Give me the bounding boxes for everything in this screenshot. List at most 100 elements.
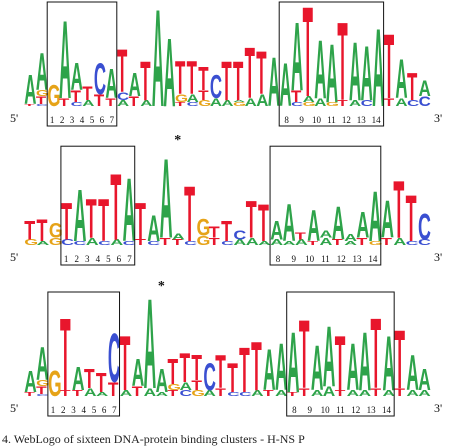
logo-letter: A xyxy=(323,310,336,406)
logo-letter: A xyxy=(132,352,145,395)
logo-letter: T xyxy=(291,87,302,106)
logo-letter: G xyxy=(168,383,182,392)
logo-letter: T xyxy=(198,60,208,98)
logo-letter: C xyxy=(407,98,420,107)
logo-letter: G xyxy=(49,219,63,243)
logo-letter: C xyxy=(108,319,121,397)
logo-letter: A xyxy=(349,98,362,107)
logo-letter: C xyxy=(221,240,235,246)
logo-letter: A xyxy=(256,91,268,110)
logo-letter: C xyxy=(203,356,216,399)
logo-letter: A xyxy=(59,0,71,122)
logo-letter: T xyxy=(179,344,190,391)
position-number: 14 xyxy=(382,405,392,415)
logo-letter: T xyxy=(303,0,313,124)
position-number: 10 xyxy=(305,254,315,264)
logo-letter: T xyxy=(160,236,171,247)
logo-letter: T xyxy=(251,327,262,405)
logo-letter: T xyxy=(132,385,143,400)
logo-letter: T xyxy=(175,51,185,104)
logo-letter: T xyxy=(187,51,197,104)
logo-letter: G xyxy=(196,234,210,248)
logo-letter: T xyxy=(105,97,116,109)
logo-letter: A xyxy=(418,389,431,398)
logo-letter: T xyxy=(175,101,186,107)
logo-letter: T xyxy=(335,320,346,407)
position-number: 4 xyxy=(96,254,101,264)
logo-letter: T xyxy=(384,97,395,109)
logo-letter: T xyxy=(37,214,48,248)
logo-letter: A xyxy=(24,66,36,113)
logo-letter: A xyxy=(326,27,338,120)
logo-letter: A xyxy=(361,30,373,117)
motif-box xyxy=(278,1,385,127)
logo-letter: A xyxy=(275,331,288,405)
logo-letter: A xyxy=(349,25,361,118)
logo-letter: G xyxy=(369,240,383,246)
logo-letter: A xyxy=(84,387,97,399)
logo-letter: A xyxy=(406,345,419,401)
logo-letter: A xyxy=(144,387,157,399)
logo-letter: T xyxy=(198,88,209,103)
logo-letter: A xyxy=(71,56,83,99)
logo-letter: G xyxy=(48,364,62,405)
five-prime-label: 5' xyxy=(10,401,18,415)
star-marker: * xyxy=(166,0,173,4)
logo-letter: C xyxy=(117,91,129,103)
position-number: 14 xyxy=(368,254,378,264)
logo-letter: A xyxy=(187,93,199,105)
logo-letter: C xyxy=(184,240,198,246)
logo-letter: T xyxy=(36,95,47,107)
position-number: 1 xyxy=(51,405,56,415)
logo-letter: T xyxy=(394,313,405,406)
logo-letter: A xyxy=(163,18,175,127)
logo-letter: A xyxy=(381,191,394,250)
logo-letter: A xyxy=(246,236,259,247)
position-number: 11 xyxy=(321,254,330,264)
position-number: 2 xyxy=(60,115,65,125)
position-number: 5 xyxy=(90,115,95,125)
logo-letter: G xyxy=(303,101,316,107)
logo-letter: A xyxy=(395,48,407,110)
position-number: 11 xyxy=(327,115,336,125)
logo-letter: C xyxy=(73,240,87,246)
logo-letter: C xyxy=(419,94,431,109)
logo-letter: C xyxy=(233,228,246,242)
logo-letter: A xyxy=(251,389,264,398)
position-number: 13 xyxy=(357,115,367,125)
logo-letter: A xyxy=(160,135,173,262)
logo-letter: A xyxy=(279,51,291,119)
position-number: 2 xyxy=(61,405,66,415)
logo-letter: A xyxy=(418,364,431,397)
logo-letter: A xyxy=(105,60,117,107)
logo-letter: T xyxy=(120,320,131,407)
logo-letter: T xyxy=(24,103,35,106)
position-number: 3 xyxy=(71,405,76,415)
logo-letter: G xyxy=(47,80,60,113)
logo-letter: A xyxy=(307,202,320,252)
logo-letter: C xyxy=(406,240,420,246)
position-number: 13 xyxy=(367,405,377,415)
logo-letter: T xyxy=(140,50,150,112)
star-marker: * xyxy=(174,133,181,148)
position-number: 3 xyxy=(85,254,90,264)
logo-letter: T xyxy=(84,363,95,394)
logo-letter: A xyxy=(369,178,382,258)
logo-letter: A xyxy=(117,98,130,107)
position-number: 12 xyxy=(337,254,346,264)
logo-letter: T xyxy=(371,387,382,399)
logo-letter: A xyxy=(144,273,157,416)
position-number: 9 xyxy=(307,405,312,415)
logo-letter: A xyxy=(382,389,395,398)
logo-letter: A xyxy=(179,381,192,393)
logo-letter: A xyxy=(359,315,372,408)
logo-letter: T xyxy=(233,50,243,112)
logo-letter: A xyxy=(36,338,49,391)
position-number: 12 xyxy=(351,405,360,415)
position-number: 5 xyxy=(92,405,97,415)
logo-letter: T xyxy=(299,387,310,399)
position-number: 1 xyxy=(64,254,69,264)
position-number: 3 xyxy=(70,115,75,125)
logo-letter: A xyxy=(270,216,283,245)
position-number: 12 xyxy=(342,115,351,125)
